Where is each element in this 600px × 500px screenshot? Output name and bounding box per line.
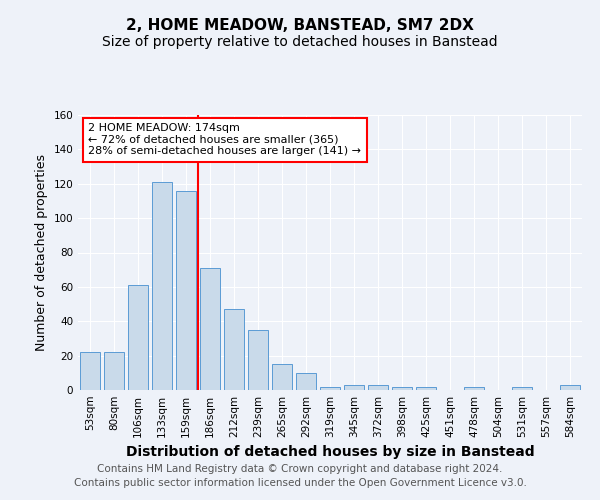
Y-axis label: Number of detached properties: Number of detached properties [35, 154, 48, 351]
Text: Size of property relative to detached houses in Banstead: Size of property relative to detached ho… [102, 35, 498, 49]
Bar [296, 373, 316, 390]
Bar [128, 285, 148, 390]
Bar [248, 330, 268, 390]
Bar [368, 385, 388, 390]
Bar [560, 385, 580, 390]
Bar [200, 268, 220, 390]
Text: Contains HM Land Registry data © Crown copyright and database right 2024.
Contai: Contains HM Land Registry data © Crown c… [74, 464, 526, 487]
Bar [344, 385, 364, 390]
Bar [512, 386, 532, 390]
X-axis label: Distribution of detached houses by size in Banstead: Distribution of detached houses by size … [125, 446, 535, 460]
Bar [152, 182, 172, 390]
Bar [272, 364, 292, 390]
Text: 2, HOME MEADOW, BANSTEAD, SM7 2DX: 2, HOME MEADOW, BANSTEAD, SM7 2DX [126, 18, 474, 32]
Bar [224, 309, 244, 390]
Bar [392, 386, 412, 390]
Bar [80, 352, 100, 390]
Bar [464, 386, 484, 390]
Bar [176, 190, 196, 390]
Bar [104, 352, 124, 390]
Bar [320, 386, 340, 390]
Text: 2 HOME MEADOW: 174sqm
← 72% of detached houses are smaller (365)
28% of semi-det: 2 HOME MEADOW: 174sqm ← 72% of detached … [88, 123, 361, 156]
Bar [416, 386, 436, 390]
